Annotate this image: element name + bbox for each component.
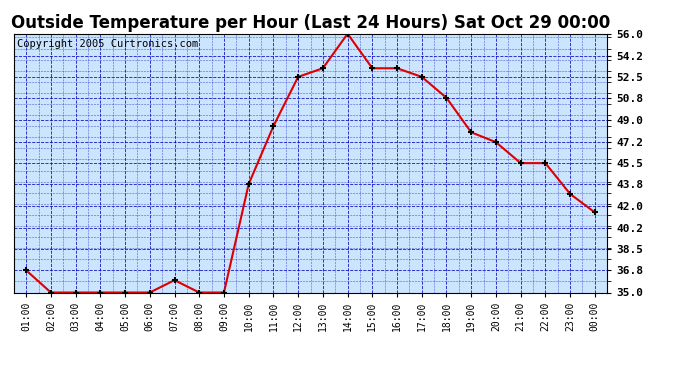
Text: Copyright 2005 Curtronics.com: Copyright 2005 Curtronics.com — [17, 39, 198, 49]
Title: Outside Temperature per Hour (Last 24 Hours) Sat Oct 29 00:00: Outside Temperature per Hour (Last 24 Ho… — [11, 14, 610, 32]
